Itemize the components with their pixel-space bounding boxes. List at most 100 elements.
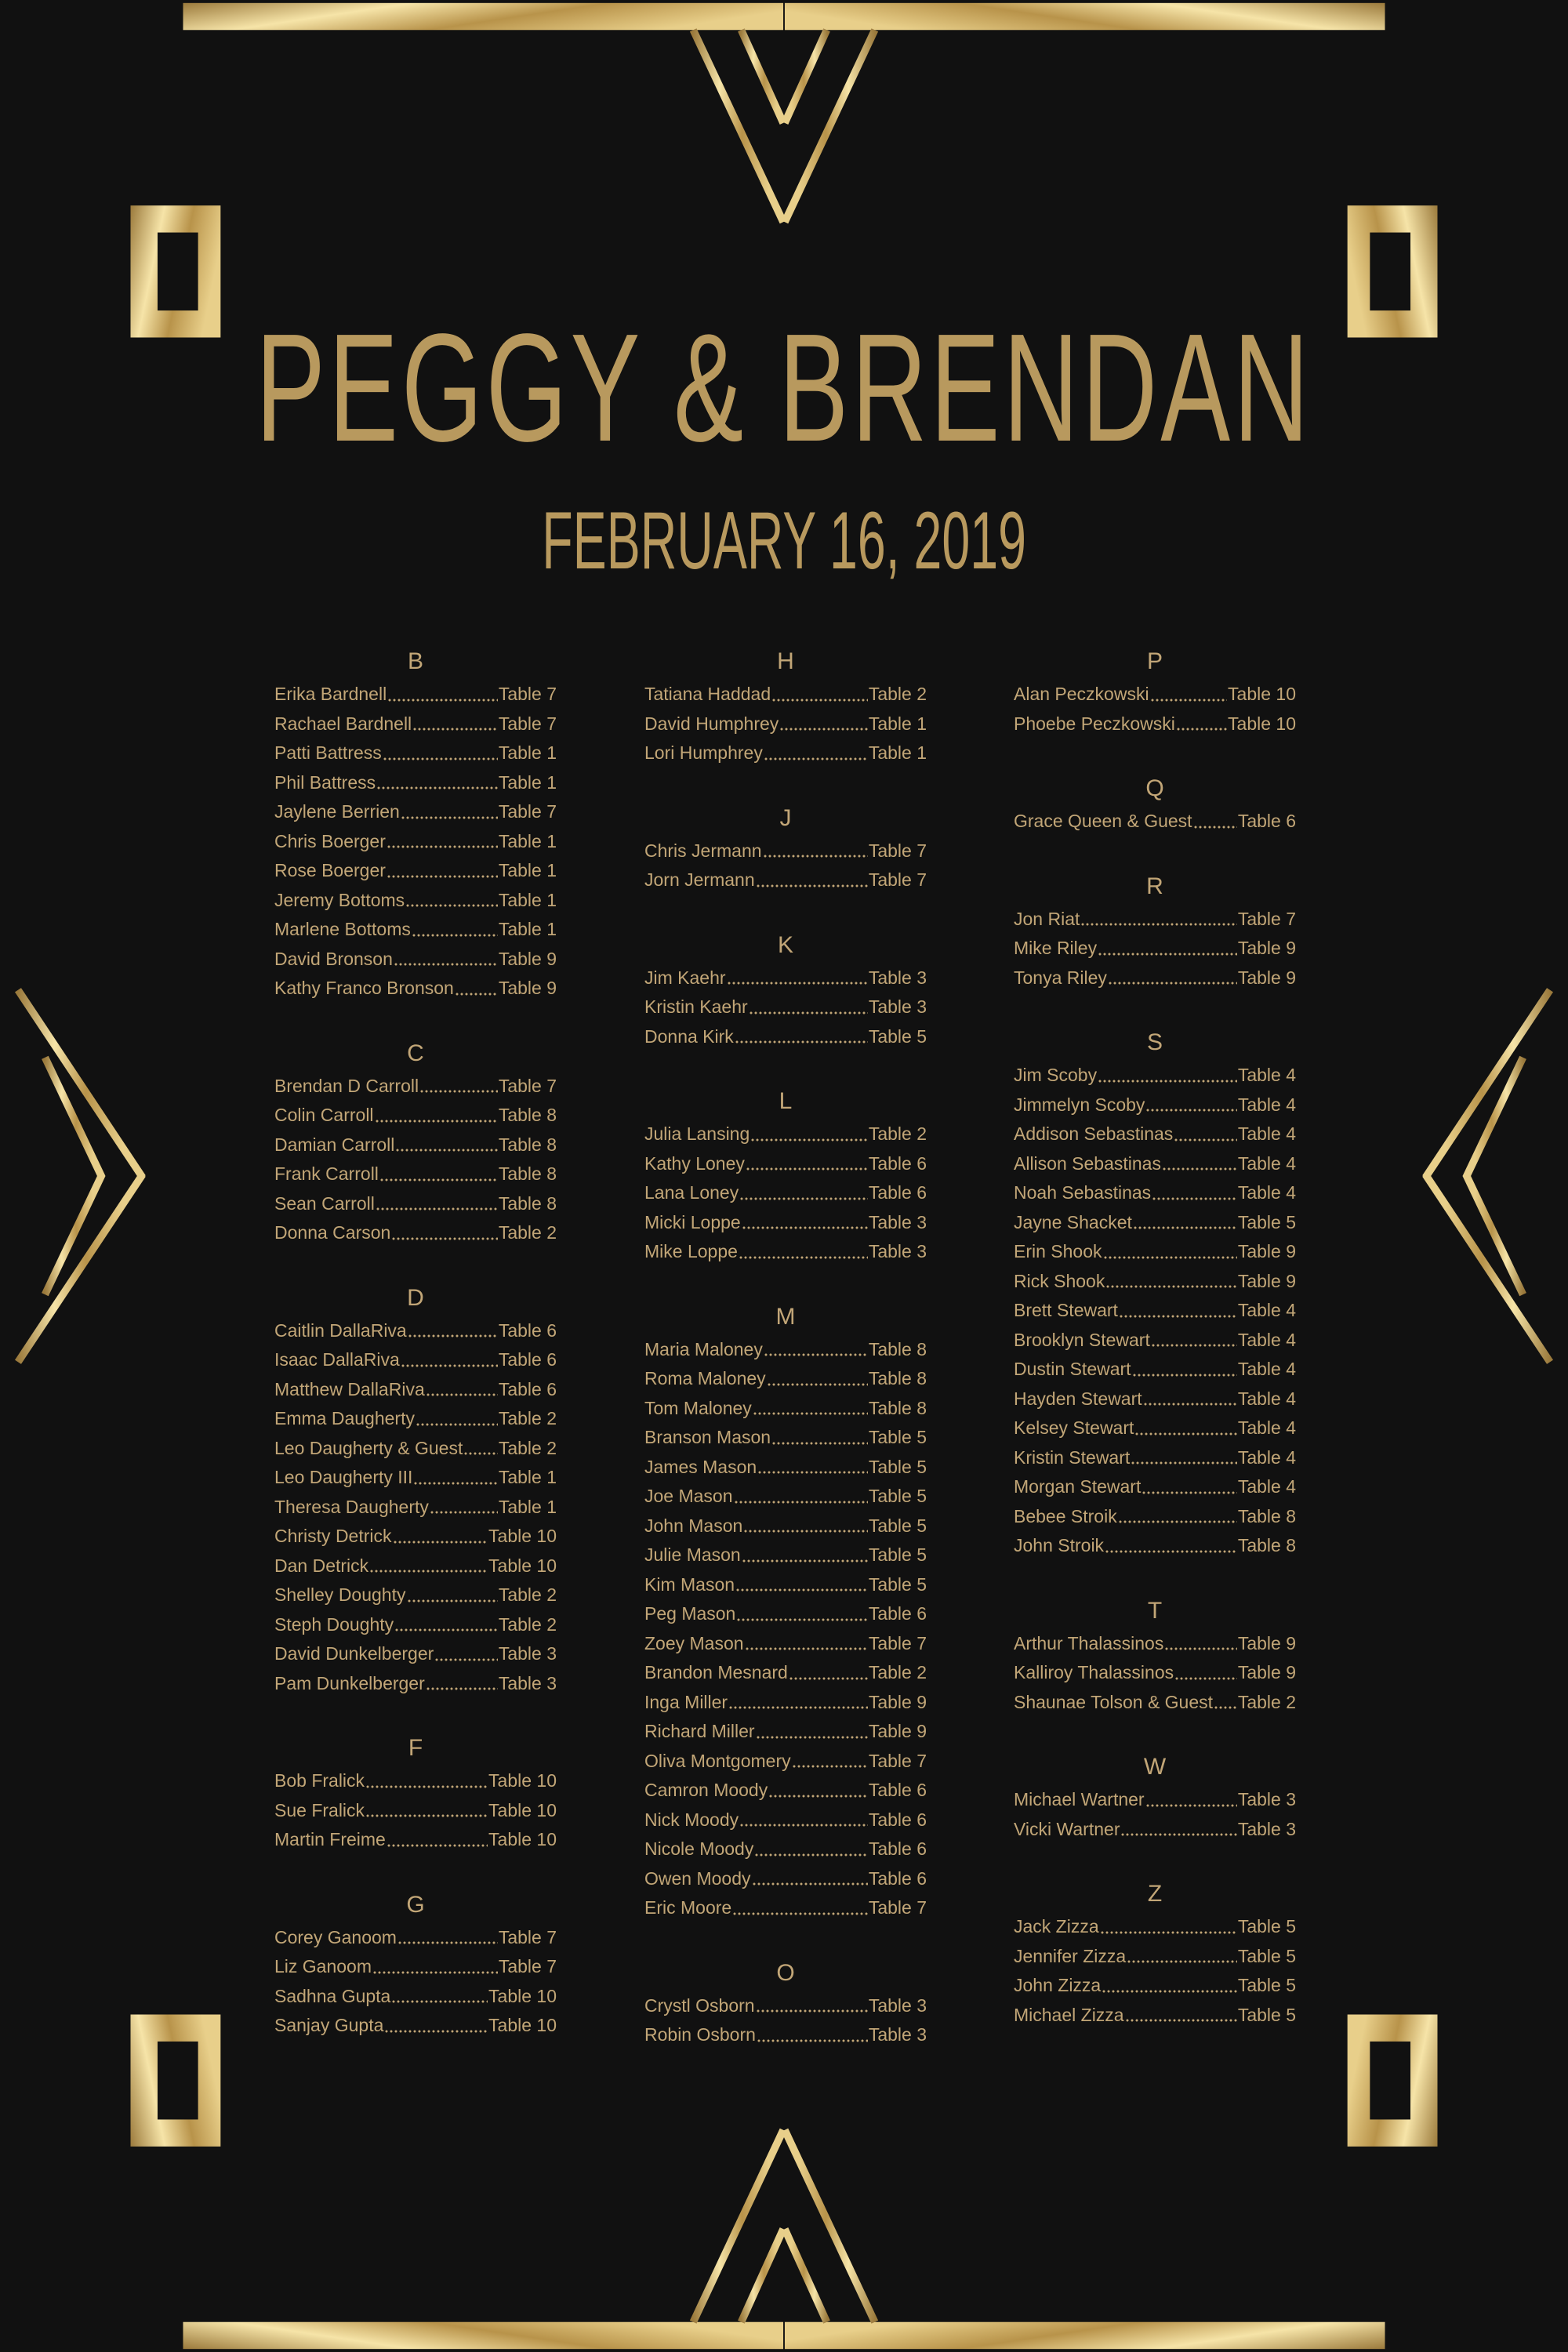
seating-column-2: H Tatiana Haddad Table 2 David Humphrey Tabl… — [644, 644, 927, 2082]
guest-name: Kelsey Stewart — [1014, 1417, 1134, 1438]
table-assignment: Table 1 — [868, 742, 927, 763]
guest-name: Jim Scoby — [1014, 1065, 1098, 1085]
dot-leader — [407, 1334, 498, 1338]
table-assignment: Table 9 — [1237, 967, 1296, 988]
table-assignment: Table 9 — [1237, 1632, 1296, 1653]
guest-name: Tonya Riley — [1014, 967, 1107, 988]
guest-row: Shaunae Tolson & Guest Table 2 — [1014, 1688, 1296, 1718]
guest-name: Colin Carroll — [274, 1105, 374, 1125]
guest-name: John Zizza — [1014, 1975, 1102, 1995]
guest-name: Brett Stewart — [1014, 1300, 1118, 1320]
guest-row: Joe Mason Table 5 — [644, 1482, 927, 1512]
guest-name: Nicole Moody — [644, 1838, 754, 1859]
guest-row: Robin Osborn Table 3 — [644, 2020, 927, 2050]
table-assignment: Table 3 — [868, 996, 927, 1017]
guest-name: Jeremy Bottoms — [274, 889, 405, 910]
table-assignment: Table 10 — [488, 1829, 557, 1849]
dot-leader — [755, 2009, 868, 2013]
guest-row: Brett Stewart Table 4 — [1014, 1296, 1296, 1326]
table-assignment: Table 10 — [488, 1526, 557, 1546]
table-assignment: Table 3 — [868, 1994, 927, 2016]
dot-leader — [738, 1255, 868, 1259]
table-assignment: Table 2 — [498, 1613, 557, 1635]
guest-row: Jim Kaehr Table 3 — [644, 964, 927, 993]
table-assignment: Table 1 — [498, 919, 557, 939]
table-assignment: Table 9 — [1237, 1270, 1296, 1291]
table-assignment: Table 3 — [868, 1211, 927, 1232]
dot-leader — [768, 1794, 868, 1798]
dot-leader — [756, 2038, 868, 2042]
title-text: PEGGY & BRENDAN — [256, 302, 1312, 474]
guest-name: Rick Shook — [1014, 1270, 1105, 1291]
dot-leader — [1214, 1706, 1237, 1709]
dot-leader — [382, 757, 498, 760]
dot-leader — [425, 1687, 498, 1690]
table-assignment: Table 1 — [868, 713, 927, 734]
table-assignment: Table 7 — [498, 1926, 557, 1947]
guest-row: Lori Humphrey Table 1 — [644, 739, 927, 768]
table-assignment: Table 7 — [498, 801, 557, 822]
section-d: D Caitlin DallaRiva Table 6 Isaac DallaRiva… — [274, 1280, 557, 1699]
guest-name: Erin Shook — [1014, 1241, 1102, 1261]
guest-row: Erin Shook Table 9 — [1014, 1237, 1296, 1267]
dot-leader — [400, 815, 498, 819]
table-assignment: Table 7 — [868, 1750, 927, 1771]
guest-row: Richard Miller Table 9 — [644, 1717, 927, 1747]
dot-leader — [415, 1422, 498, 1426]
dot-leader — [379, 1178, 498, 1181]
table-assignment: Table 7 — [868, 869, 927, 890]
dot-leader — [386, 845, 498, 848]
guest-row: Phil Battress Table 1 — [274, 768, 557, 798]
table-assignment: Table 3 — [868, 2024, 927, 2045]
table-assignment: Table 5 — [1237, 1916, 1296, 1936]
guest-row: Damian Carroll Table 8 — [274, 1131, 557, 1160]
guest-name: Patti Battress — [274, 742, 382, 763]
guest-row: Sanjay Gupta Table 10 — [274, 2011, 557, 2041]
guest-row: Sadhna Gupta Table 10 — [274, 1982, 557, 2012]
table-assignment: Table 4 — [1237, 1300, 1296, 1320]
dot-leader — [1175, 728, 1228, 731]
dot-leader — [766, 1382, 868, 1386]
table-assignment: Table 5 — [868, 1486, 927, 1506]
table-assignment: Table 10 — [1228, 713, 1296, 734]
table-assignment: Table 9 — [498, 948, 557, 969]
table-assignment: Table 1 — [498, 889, 557, 910]
guest-row: Jorn Jermann Table 7 — [644, 866, 927, 895]
table-assignment: Table 5 — [868, 1456, 927, 1477]
guest-name: Julia Lansing — [644, 1123, 750, 1144]
guest-name: Kristin Stewart — [1014, 1446, 1131, 1468]
guest-name: Addison Sebastinas — [1014, 1123, 1174, 1144]
dot-leader — [1142, 1403, 1237, 1406]
dot-leader — [425, 1393, 498, 1396]
table-assignment: Table 1 — [498, 830, 557, 851]
guest-name: Matthew DallaRiva — [274, 1378, 425, 1399]
guest-row: Tonya Riley Table 9 — [1014, 964, 1296, 993]
dot-leader — [412, 728, 498, 731]
dot-leader — [1131, 1461, 1237, 1465]
dot-leader — [741, 1559, 868, 1563]
guest-name: Sadhna Gupta — [274, 1985, 391, 2006]
guest-row: Zoey Mason Table 7 — [644, 1629, 927, 1659]
guest-row: Jon Riat Table 7 — [1014, 905, 1296, 935]
guest-row: Colin Carroll Table 8 — [274, 1101, 557, 1131]
guest-row: John Zizza Table 5 — [1014, 1971, 1296, 2001]
dot-leader — [1192, 825, 1237, 829]
dot-leader — [788, 1676, 868, 1680]
table-assignment: Table 9 — [1237, 1662, 1296, 1682]
table-assignment: Table 5 — [868, 1427, 927, 1447]
table-assignment: Table 5 — [1237, 1975, 1296, 1995]
seating-column-3: P Alan Peczkowski Table 10 Phoebe Peczkowsk… — [1014, 644, 1296, 2062]
guest-row: Bob Fralick Table 10 — [274, 1766, 557, 1796]
dot-leader — [391, 2000, 488, 2003]
section-f: F Bob Fralick Table 10 Sue Fralick Table 10 M… — [274, 1730, 557, 1855]
dot-leader — [1134, 1432, 1237, 1436]
guest-row: Crystl Osborn Table 3 — [644, 1991, 927, 2021]
guest-name: David Humphrey — [644, 713, 779, 734]
section-letter: W — [1143, 1754, 1167, 1780]
dot-leader — [732, 1911, 868, 1915]
dot-leader — [395, 1149, 498, 1152]
guest-name: Jack Zizza — [1014, 1916, 1099, 1936]
guest-row: Roma Maloney Table 8 — [644, 1364, 927, 1394]
guest-name: Inga Miller — [644, 1691, 728, 1712]
section-o: O Crystl Osborn Table 3 Robin Osborn Table 3 — [644, 1955, 927, 2050]
